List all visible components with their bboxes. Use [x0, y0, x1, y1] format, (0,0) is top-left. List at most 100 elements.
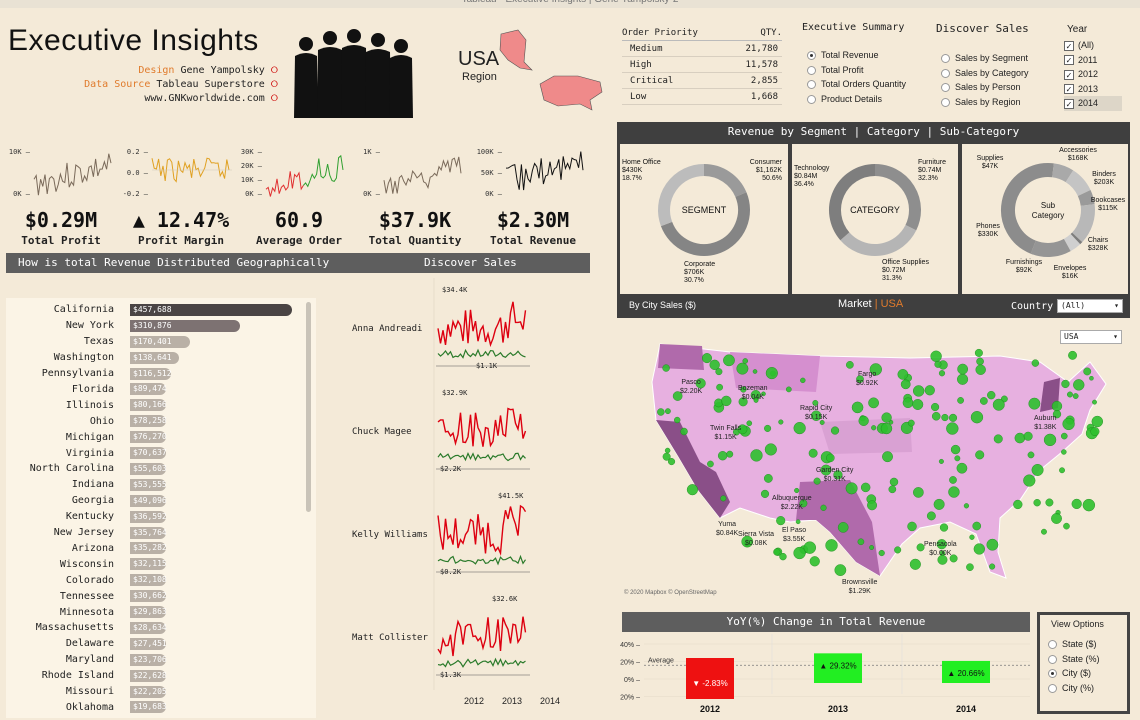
city-sales-dot[interactable] — [1071, 498, 1082, 510]
city-sales-dot[interactable] — [957, 373, 969, 385]
city-sales-dot[interactable] — [793, 421, 806, 435]
city-sales-dot[interactable] — [773, 548, 781, 556]
city-sales-dot[interactable] — [894, 546, 902, 554]
city-sales-dot[interactable] — [785, 386, 792, 393]
city-sales-dot[interactable] — [695, 378, 706, 389]
donut-slice[interactable] — [1071, 204, 1095, 243]
donut-slice[interactable] — [829, 164, 876, 241]
city-sales-dot[interactable] — [1023, 474, 1036, 487]
city-sales-dot[interactable] — [1027, 451, 1035, 459]
country-select[interactable]: (All) ▾ — [1057, 299, 1123, 313]
city-sales-dot[interactable] — [924, 385, 935, 396]
city-sales-dot[interactable] — [868, 397, 879, 409]
category-donut[interactable]: CATEGORY Technology $0.84M 36.4% Furniture $0… — [792, 144, 958, 294]
city-sales-dot[interactable] — [938, 458, 944, 464]
city-sales-dot[interactable] — [680, 427, 688, 436]
discover-sales-option[interactable]: Sales by Region — [941, 95, 1029, 110]
city-sales-dot[interactable] — [672, 391, 683, 401]
exec-summary-option[interactable]: Total Revenue — [807, 48, 906, 63]
city-sales-dot[interactable] — [954, 455, 961, 462]
city-sales-dot[interactable] — [989, 563, 996, 570]
year-option[interactable]: ✓ 2011 — [1064, 53, 1122, 68]
city-sales-dot[interactable] — [740, 386, 747, 393]
city-sales-dot[interactable] — [1014, 432, 1026, 444]
donut-slice[interactable] — [1063, 233, 1081, 252]
city-sales-dot[interactable] — [753, 397, 759, 403]
city-sales-dot[interactable] — [933, 498, 945, 510]
city-sales-dot[interactable] — [800, 377, 806, 384]
city-sales-dot[interactable] — [930, 350, 942, 362]
city-sales-dot[interactable] — [1082, 498, 1096, 512]
city-sales-dot[interactable] — [764, 424, 772, 432]
city-sales-dot[interactable] — [793, 546, 806, 560]
city-sales-dot[interactable] — [657, 408, 665, 416]
city-sales-dot[interactable] — [1033, 498, 1041, 507]
city-sales-dot[interactable] — [867, 500, 878, 511]
city-sales-dot[interactable] — [963, 503, 970, 509]
city-sales-dot[interactable] — [737, 424, 748, 435]
city-sales-dot[interactable] — [1051, 400, 1063, 412]
city-sales-dot[interactable] — [716, 383, 724, 391]
state-row[interactable]: Oklahoma $19,683 — [6, 700, 167, 716]
city-sales-dot[interactable] — [1063, 522, 1070, 530]
city-sales-dot[interactable] — [939, 550, 946, 557]
city-sales-dot[interactable] — [897, 369, 909, 380]
state-row[interactable]: Massachusetts $28,634 — [6, 620, 167, 636]
city-sales-dot[interactable] — [926, 511, 936, 521]
city-sales-dot[interactable] — [721, 395, 732, 407]
city-sales-dot[interactable] — [764, 443, 777, 456]
discover-sales-option[interactable]: Sales by Category — [941, 66, 1029, 81]
city-sales-dot[interactable] — [1072, 393, 1079, 399]
city-sales-dot[interactable] — [939, 523, 949, 532]
city-sales-dot[interactable] — [808, 448, 818, 458]
yoy-bar[interactable] — [942, 660, 990, 683]
city-sales-dot[interactable] — [938, 370, 946, 377]
city-sales-dot[interactable] — [878, 549, 885, 557]
city-sales-dot[interactable] — [957, 363, 969, 375]
exec-summary-option[interactable]: Total Orders Quantity — [807, 77, 906, 92]
donut-slice[interactable] — [874, 164, 921, 231]
city-sales-dot[interactable] — [902, 397, 914, 409]
city-sales-dot[interactable] — [912, 385, 925, 397]
city-sales-dot[interactable] — [742, 358, 749, 364]
city-sales-dot[interactable] — [819, 420, 825, 425]
city-sales-dot[interactable] — [709, 359, 720, 371]
city-sales-dot[interactable] — [752, 369, 758, 374]
city-sales-dot[interactable] — [803, 541, 817, 554]
city-sales-dot[interactable] — [1028, 397, 1041, 410]
city-sales-dot[interactable] — [979, 397, 988, 405]
donut-slice[interactable] — [1077, 189, 1095, 207]
city-sales-dot[interactable] — [987, 390, 996, 400]
donut-slice[interactable] — [1065, 170, 1091, 197]
city-sales-dot[interactable] — [900, 379, 911, 390]
city-sales-dot[interactable] — [715, 368, 723, 376]
state-row[interactable]: Texas $170,401 — [6, 334, 190, 350]
donut-slice[interactable] — [1001, 163, 1049, 254]
city-sales-dot[interactable] — [931, 411, 941, 421]
city-sales-dot[interactable] — [948, 413, 958, 422]
state-row[interactable]: Rhode Island $22,628 — [6, 668, 167, 684]
yoy-bar[interactable] — [814, 653, 862, 683]
city-sales-dot[interactable] — [881, 412, 892, 423]
city-sales-dot[interactable] — [776, 516, 786, 526]
state-row[interactable]: New York $310,876 — [6, 318, 240, 334]
state-row[interactable]: Minnesota $29,863 — [6, 604, 167, 620]
city-sales-dot[interactable] — [795, 519, 801, 525]
city-sales-dot[interactable] — [857, 538, 865, 546]
city-sales-dot[interactable] — [720, 495, 727, 502]
city-sales-dot[interactable] — [1062, 417, 1075, 431]
city-sales-dot[interactable] — [837, 522, 849, 533]
us-city-sales-map[interactable]: Pasco $2.20K Bozeman $0.04K Fargo $0.92K Rapid… — [620, 322, 1130, 602]
city-sales-dot[interactable] — [973, 543, 985, 555]
city-sales-dot[interactable] — [723, 354, 735, 367]
state-row[interactable]: Indiana $53,555 — [6, 477, 167, 493]
city-sales-dot[interactable] — [1041, 528, 1047, 535]
city-sales-dot[interactable] — [736, 362, 749, 375]
donut-slice[interactable] — [1051, 163, 1074, 183]
city-sales-dot[interactable] — [1061, 449, 1067, 455]
state-row[interactable]: New Jersey $35,764 — [6, 525, 167, 541]
market-select[interactable]: USA ▾ — [1060, 330, 1122, 344]
state-row[interactable]: Pennsylvania $116,512 — [6, 366, 172, 382]
view-option[interactable]: State (%) — [1048, 652, 1127, 667]
donut-slice[interactable] — [840, 224, 917, 256]
